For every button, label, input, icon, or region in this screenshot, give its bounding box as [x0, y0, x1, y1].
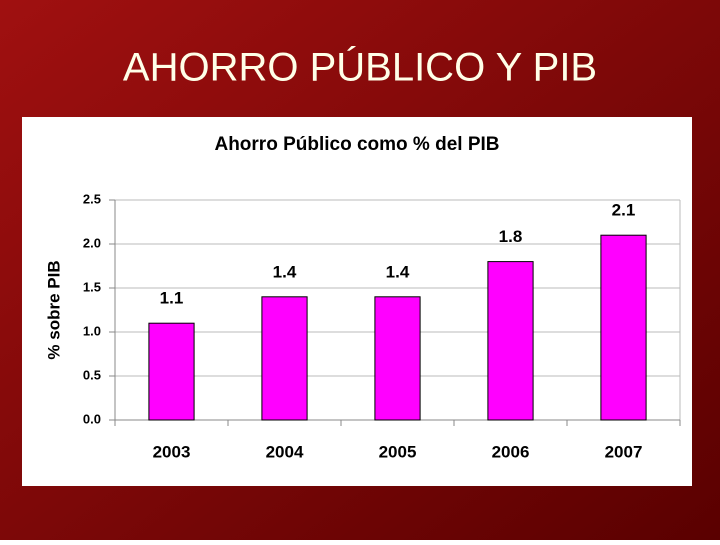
- y-tick-label: 0.5: [83, 367, 101, 382]
- slide-title: AHORRO PÚBLICO Y PIB: [123, 45, 597, 90]
- data-label: 1.1: [160, 289, 184, 308]
- y-tick-label: 1.5: [83, 279, 101, 294]
- bar: [148, 322, 195, 421]
- y-tick-label: 0.0: [83, 411, 101, 426]
- data-label: 1.8: [499, 227, 523, 246]
- y-axis-label: % sobre PIB: [44, 260, 63, 359]
- data-label: 1.4: [386, 262, 410, 281]
- x-tick-label: 2004: [266, 442, 304, 461]
- y-tick-label: 2.0: [83, 235, 101, 250]
- y-tick-label: 1.0: [83, 323, 101, 338]
- data-label: 2.1: [612, 201, 636, 220]
- chart-panel: [22, 117, 692, 486]
- data-label: 1.4: [273, 262, 297, 281]
- bar: [261, 296, 308, 421]
- x-tick-label: 2007: [605, 442, 643, 461]
- bar: [600, 234, 647, 421]
- chart-title: Ahorro Público como % del PIB: [214, 134, 499, 155]
- y-tick-label: 2.5: [83, 191, 101, 206]
- x-tick-label: 2005: [379, 442, 417, 461]
- bar: [374, 296, 421, 421]
- bar: [487, 261, 534, 421]
- x-tick-label: 2006: [492, 442, 530, 461]
- x-tick-label: 2003: [153, 442, 191, 461]
